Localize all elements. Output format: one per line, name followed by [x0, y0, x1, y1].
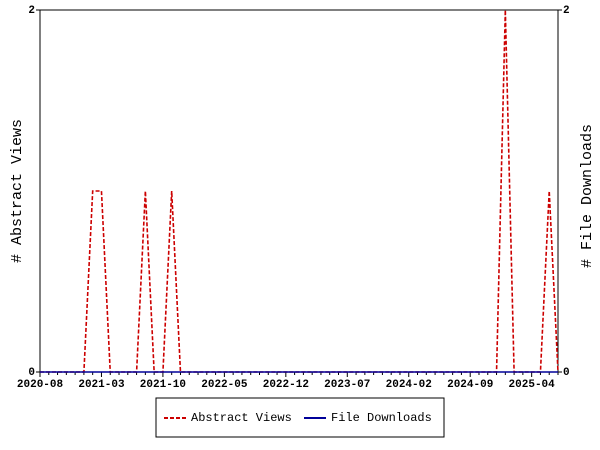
y2-tick-label: 2	[563, 5, 570, 17]
x-tick-label: 2023-07	[324, 379, 370, 391]
x-tick-label: 2024-09	[447, 379, 493, 391]
y-tick-label: 0	[28, 367, 35, 379]
x-tick-label: 2024-02	[386, 379, 432, 391]
x-tick-label: 2022-12	[263, 379, 309, 391]
x-tick-label: 2025-04	[509, 379, 556, 391]
x-tick-label: 2021-03	[78, 379, 125, 391]
legend-label: File Downloads	[331, 411, 432, 425]
legend-label: Abstract Views	[191, 411, 292, 425]
y-axis-title: # Abstract Views	[9, 119, 26, 263]
x-tick-label: 2021-10	[140, 379, 186, 391]
y2-axis-title: # File Downloads	[579, 124, 596, 268]
legend-box	[155, 397, 445, 438]
y2-tick-label: 0	[563, 367, 570, 379]
x-tick-label: 2020-08	[17, 379, 64, 391]
x-tick-label: 2022-05	[201, 379, 248, 391]
plot-area	[39, 9, 559, 373]
y-tick-label: 2	[28, 5, 35, 17]
